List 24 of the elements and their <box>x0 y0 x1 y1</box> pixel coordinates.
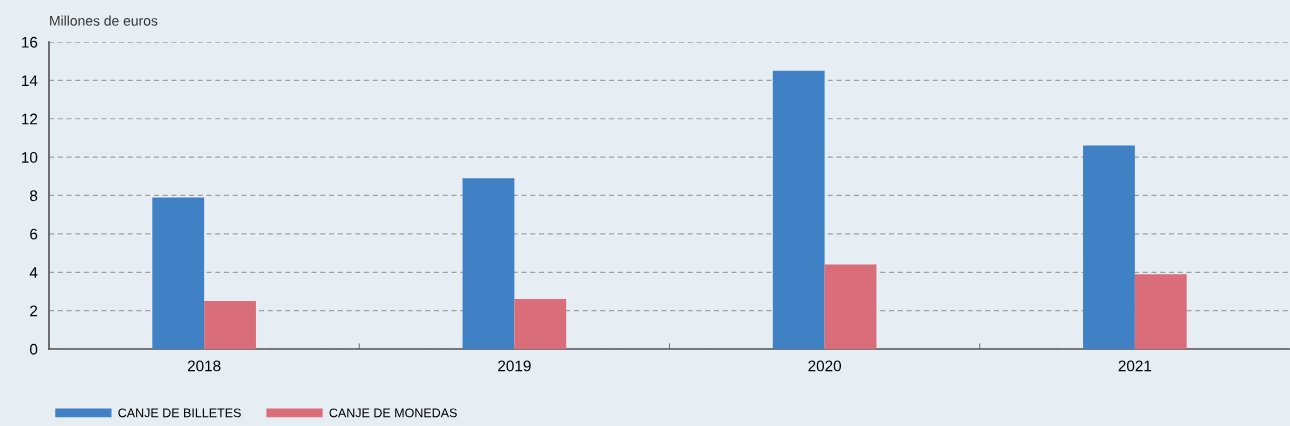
y-tick-label: 10 <box>22 151 38 163</box>
bar <box>772 70 825 349</box>
x-tick-label: 2021 <box>1118 360 1152 372</box>
bar <box>514 299 567 349</box>
bar <box>462 178 515 349</box>
bar <box>152 197 205 349</box>
y-tick-label: 8 <box>30 190 38 202</box>
y-tick-label: 12 <box>22 113 38 125</box>
bar <box>1083 145 1135 349</box>
x-tick-label: 2019 <box>498 360 531 372</box>
y-tick-label: 2 <box>30 305 38 317</box>
y-tick-label: 0 <box>29 343 38 355</box>
y-tick-label: 4 <box>29 267 38 278</box>
legend-label: CANJE DE BILLETES <box>118 408 241 418</box>
x-tick-label: 2020 <box>808 360 842 372</box>
y-tick-label: 16 <box>22 36 38 48</box>
bar <box>824 264 877 349</box>
x-tick-label: 2018 <box>187 360 221 372</box>
y-tick-label: 6 <box>30 228 38 240</box>
legend-label: CANJE DE MONEDAS <box>329 408 457 418</box>
y-axis-title: Millones de euros <box>50 15 158 26</box>
y-tick-label: 14 <box>22 75 38 86</box>
bar <box>1134 274 1187 349</box>
bar <box>204 301 256 349</box>
